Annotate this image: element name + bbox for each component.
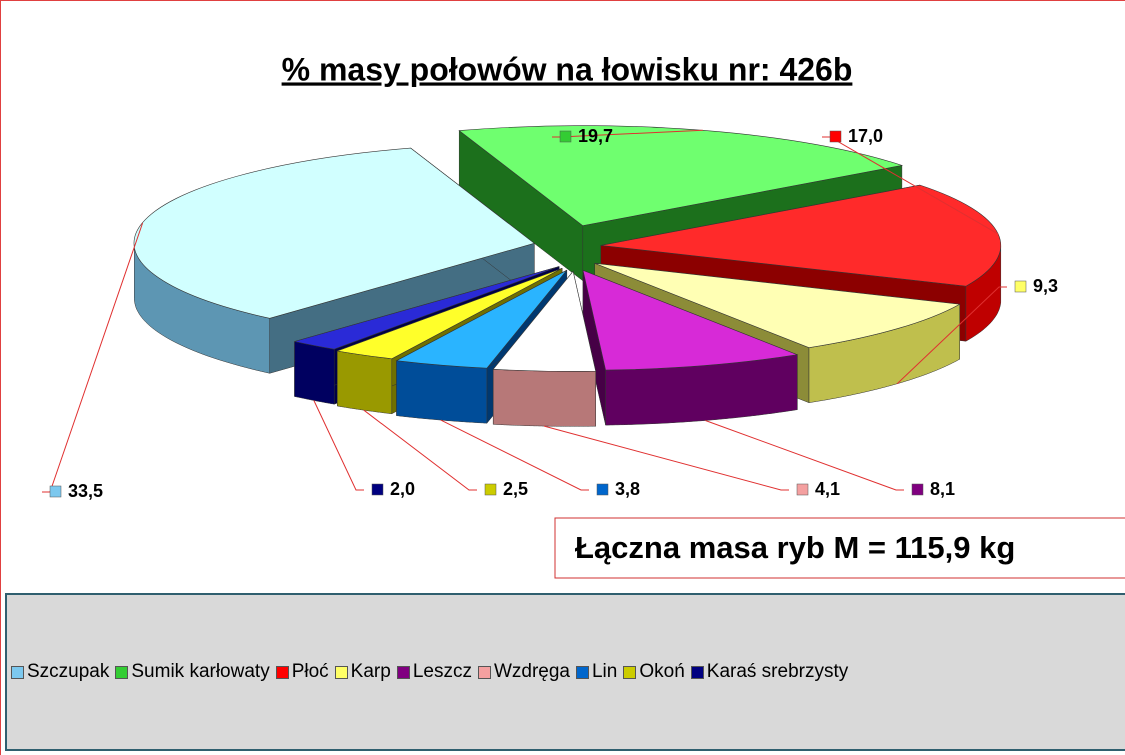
slice [582, 269, 799, 426]
legend-swatch [623, 665, 637, 679]
leader-line [705, 420, 904, 491]
legend-item: Sumik karłowaty [115, 661, 270, 683]
label-key [559, 130, 572, 143]
label-key [49, 485, 62, 498]
legend-label: Okoń [639, 661, 685, 682]
label-key [1014, 280, 1027, 293]
legend-label: Karaś srebrzysty [706, 661, 849, 682]
legend-label: Szczupak [27, 661, 110, 682]
data-label: 2,0 [390, 479, 415, 499]
slice-side [492, 369, 596, 427]
legend-swatch [575, 665, 589, 679]
slice-side [294, 341, 335, 405]
label-key [484, 483, 497, 496]
leader-line [313, 400, 364, 491]
data-label: 4,1 [815, 479, 840, 499]
legend-swatch [275, 665, 289, 679]
legend: Szczupak Sumik karłowaty Płoć Karp Leszcz Wzd… [5, 593, 1125, 751]
legend-swatch [11, 665, 24, 679]
legend-swatch [690, 665, 704, 679]
slice-top [294, 266, 560, 350]
legend-label: Płoć [291, 661, 329, 682]
chart-title: % masy połowów na łowisku nr: 426b [282, 51, 853, 87]
label-key [829, 130, 842, 143]
legend-item: Leszcz [396, 661, 472, 683]
legend-label: Leszcz [412, 661, 472, 682]
legend-item: Lin [575, 661, 618, 683]
label-key [371, 483, 384, 496]
slice-side [396, 360, 488, 424]
slice-top [594, 263, 961, 349]
legend-swatch [396, 665, 410, 679]
annotation: Łączna masa ryb M = 115,9 kg [575, 530, 1015, 565]
legend-item: Okoń [623, 661, 685, 683]
legend-item: Karp [334, 661, 391, 683]
slice-top [336, 268, 563, 360]
legend-swatch [115, 665, 129, 679]
legend-label: Wzdręga [493, 661, 570, 682]
data-label: 19,7 [578, 126, 613, 146]
label-key [911, 483, 924, 496]
legend-swatch [334, 665, 348, 679]
legend-label: Karp [350, 661, 391, 682]
data-label: 17,0 [848, 126, 883, 146]
annotation-box [554, 517, 1125, 579]
leader-line [544, 425, 789, 491]
data-label: 3,8 [615, 479, 640, 499]
slice-top [582, 269, 799, 371]
legend-item: Szczupak [11, 661, 109, 683]
legend-item: Karaś srebrzysty [690, 661, 849, 683]
legend-label: Sumik karłowaty [131, 661, 270, 682]
label-key [796, 483, 809, 496]
legend-item: Płoć [275, 661, 329, 683]
label-key [596, 483, 609, 496]
leader-line [363, 409, 477, 491]
legend-label: Lin [591, 661, 618, 682]
data-label: 8,1 [930, 479, 955, 499]
slice [492, 270, 597, 427]
slice-side [337, 350, 393, 415]
slice-top [395, 269, 568, 369]
data-label: 9,3 [1033, 276, 1058, 296]
leader-line [896, 286, 1007, 385]
data-label: 2,5 [503, 479, 528, 499]
legend-swatch [477, 665, 491, 679]
leader-line [440, 419, 589, 491]
data-label: 33,5 [68, 481, 103, 501]
leader-line [42, 222, 144, 493]
slice-top [492, 270, 597, 372]
legend-item: Wzdręga [477, 661, 570, 683]
